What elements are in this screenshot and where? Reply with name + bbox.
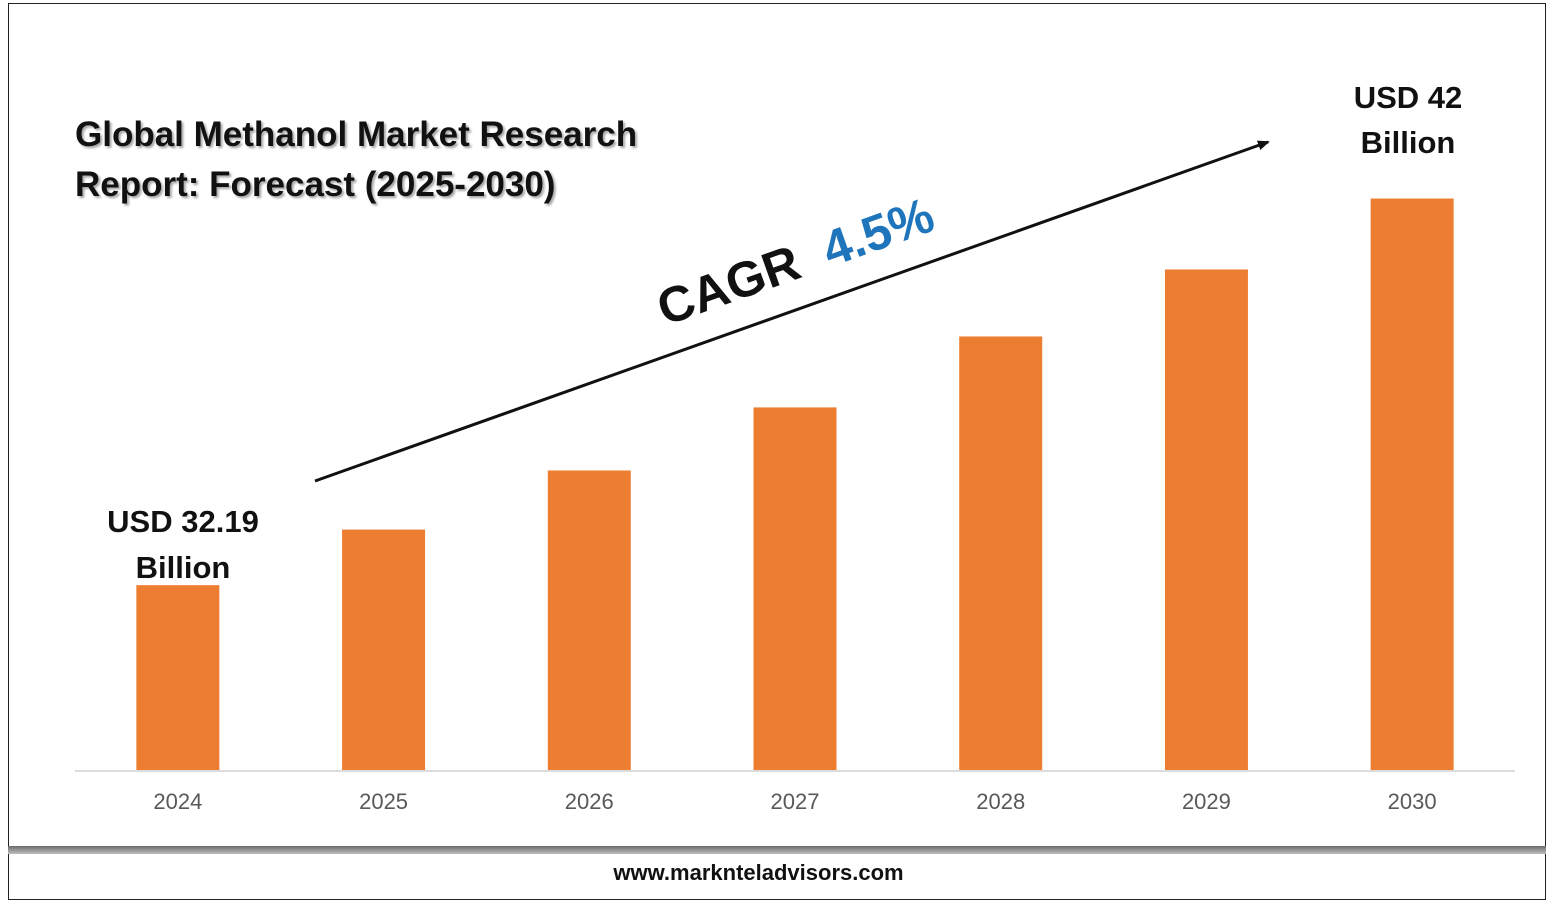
chart-title: Global Methanol Market Research Report: …: [75, 110, 637, 210]
bar-2030: [1370, 198, 1454, 770]
cagr-annotation: CAGR 4.5%: [650, 187, 941, 337]
bar-2028: [959, 336, 1043, 770]
start-value-label-line2: Billion: [136, 550, 231, 585]
x-tick-labels: 2024 2025 2026 2027 2028 2029 2030: [153, 789, 1436, 814]
end-value-label-line2: Billion: [1361, 125, 1456, 160]
footer-divider: [8, 846, 1546, 854]
bar-2024: [136, 585, 220, 770]
bars-group: [136, 198, 1454, 770]
bar-2026: [547, 470, 631, 770]
footer-website: www.marknteladvisors.com: [613, 860, 904, 885]
x-tick-label-2025: 2025: [359, 789, 408, 814]
start-value-label-line1: USD 32.19: [107, 504, 259, 539]
x-tick-label-2030: 2030: [1388, 789, 1437, 814]
x-tick-label-2029: 2029: [1182, 789, 1231, 814]
x-tick-label-2026: 2026: [565, 789, 614, 814]
chart-title-line1: Global Methanol Market Research: [75, 115, 638, 154]
bar-2025: [342, 529, 426, 770]
end-value-label-line1: USD 42: [1354, 80, 1463, 115]
x-tick-label-2024: 2024: [153, 789, 202, 814]
trend-arrow: [314, 140, 1270, 483]
bar-2029: [1164, 269, 1248, 770]
bar-2027: [753, 407, 837, 770]
x-tick-label-2028: 2028: [976, 789, 1025, 814]
chart-title-line2: Report: Forecast (2025-2030): [75, 165, 556, 204]
x-tick-label-2027: 2027: [771, 789, 820, 814]
cagr-label: CAGR: [650, 234, 807, 336]
